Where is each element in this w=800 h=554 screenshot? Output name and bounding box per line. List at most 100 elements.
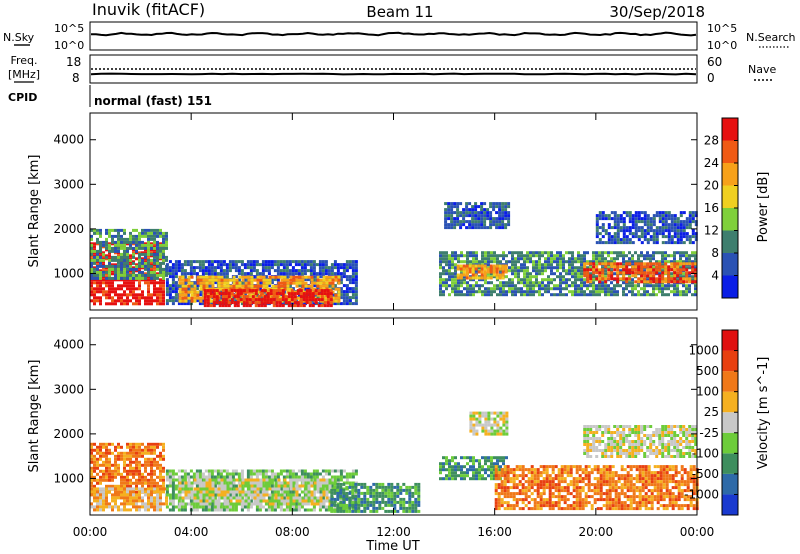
power-cell bbox=[460, 260, 463, 264]
power-cell bbox=[99, 269, 102, 273]
power-cell bbox=[300, 263, 304, 267]
power-cell bbox=[535, 266, 538, 270]
power-cell bbox=[613, 223, 617, 227]
power-cell bbox=[453, 202, 457, 206]
power-cell bbox=[292, 281, 296, 285]
power-cell bbox=[141, 228, 144, 232]
power-cell bbox=[243, 266, 247, 270]
velocity-cell bbox=[99, 448, 102, 452]
velocity-cell bbox=[165, 478, 169, 482]
power-cell bbox=[610, 281, 613, 285]
power-cell bbox=[171, 278, 175, 282]
power-cell bbox=[532, 281, 535, 285]
power-ytick-label: 2000 bbox=[53, 222, 84, 236]
power-cell bbox=[207, 272, 211, 276]
power-x-ticks bbox=[89, 113, 698, 310]
power-cell bbox=[450, 205, 454, 209]
power-cell bbox=[523, 272, 526, 276]
power-cell bbox=[331, 284, 335, 288]
power-cell bbox=[454, 251, 457, 255]
velocity-cell bbox=[99, 496, 102, 500]
power-cell bbox=[664, 293, 667, 297]
power-cell bbox=[460, 278, 463, 282]
power-cell bbox=[658, 251, 661, 255]
power-cell bbox=[688, 220, 692, 224]
power-cell bbox=[171, 266, 175, 270]
power-cell bbox=[322, 293, 326, 297]
power-cell bbox=[450, 226, 454, 230]
power-cell bbox=[484, 287, 487, 291]
power-cell bbox=[162, 299, 165, 303]
velocity-cell bbox=[90, 493, 93, 497]
power-cell bbox=[275, 292, 279, 296]
power-cell bbox=[90, 237, 93, 241]
power-cell bbox=[215, 295, 219, 299]
power-cell bbox=[208, 296, 212, 300]
power-cell bbox=[248, 298, 252, 302]
power-cell bbox=[631, 284, 634, 288]
power-cell bbox=[637, 290, 640, 294]
power-cell bbox=[445, 269, 448, 273]
velocity-cell bbox=[303, 472, 307, 476]
power-cell bbox=[538, 290, 541, 294]
velocity-cell bbox=[114, 445, 117, 449]
velocity-cell bbox=[258, 490, 262, 494]
velocity-cell bbox=[141, 496, 144, 500]
power-cell bbox=[90, 299, 93, 303]
power-cell bbox=[281, 295, 285, 299]
power-cell bbox=[310, 275, 314, 279]
power-cell bbox=[339, 272, 343, 276]
velocity-cell bbox=[201, 499, 205, 503]
power-cell bbox=[114, 293, 117, 297]
power-cell bbox=[559, 272, 562, 276]
power-cell bbox=[209, 304, 213, 308]
power-cell bbox=[312, 302, 316, 306]
power-cell bbox=[616, 229, 620, 233]
power-cell bbox=[489, 276, 493, 280]
power-cell bbox=[153, 273, 156, 277]
velocity-cell bbox=[312, 505, 316, 509]
velocity-cell bbox=[123, 484, 126, 488]
velocity-cell bbox=[144, 445, 147, 449]
power-cell bbox=[616, 277, 620, 281]
power-cell bbox=[156, 302, 159, 306]
power-cell bbox=[586, 268, 590, 272]
power-cell bbox=[679, 238, 683, 242]
power-cell bbox=[637, 262, 641, 266]
power-cell bbox=[682, 262, 686, 266]
power-cell bbox=[601, 266, 604, 270]
velocity-cell bbox=[327, 472, 331, 476]
velocity-cell bbox=[132, 451, 135, 455]
velocity-cell bbox=[192, 472, 196, 476]
power-cell bbox=[162, 287, 165, 291]
power-cell bbox=[168, 299, 172, 303]
power-cell bbox=[471, 223, 475, 227]
power-cell bbox=[90, 270, 93, 274]
power-cell bbox=[535, 284, 538, 288]
power-cell bbox=[451, 290, 454, 294]
power-cell bbox=[619, 265, 623, 269]
velocity-cell bbox=[111, 496, 114, 500]
velocity-cell bbox=[102, 469, 105, 473]
velocity-cell bbox=[108, 478, 111, 482]
velocity-cell bbox=[105, 493, 108, 497]
power-cell bbox=[153, 231, 156, 235]
power-cell bbox=[126, 281, 129, 285]
power-cell bbox=[622, 220, 626, 224]
power-cell bbox=[646, 214, 650, 218]
power-cell bbox=[260, 301, 264, 305]
power-cell bbox=[339, 275, 343, 279]
power-cell bbox=[486, 270, 490, 274]
power-cell bbox=[241, 278, 245, 282]
power-cell bbox=[442, 281, 445, 285]
velocity-cell bbox=[105, 475, 108, 479]
power-cell bbox=[348, 266, 352, 270]
power-cell bbox=[598, 293, 601, 297]
power-cell bbox=[523, 281, 526, 285]
power-cell bbox=[694, 293, 697, 297]
power-cell bbox=[312, 278, 316, 282]
power-cell bbox=[442, 269, 445, 273]
velocity-cell bbox=[105, 448, 108, 452]
power-cell bbox=[457, 287, 460, 291]
power-cell bbox=[547, 254, 550, 258]
